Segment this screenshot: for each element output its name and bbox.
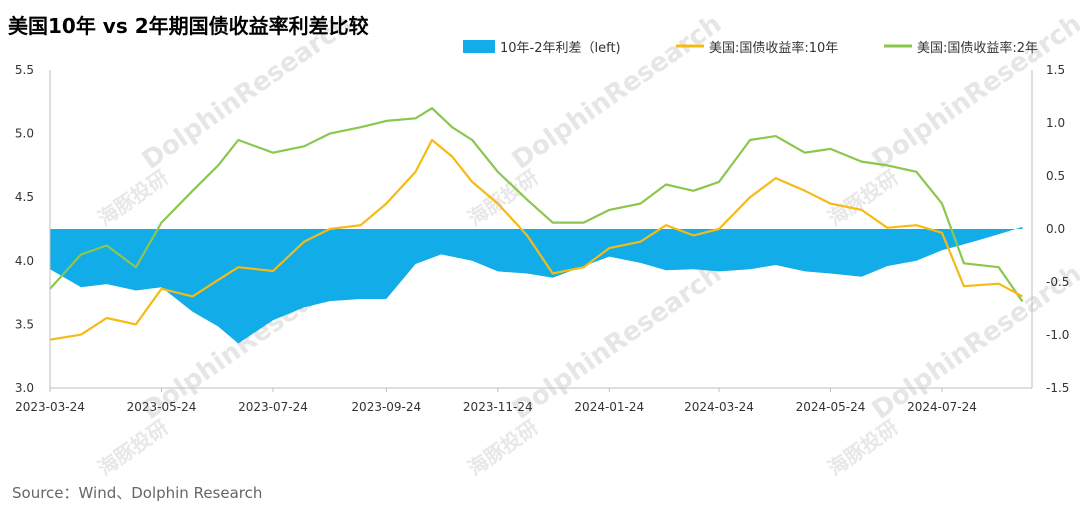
- right-tick-label: -0.5: [1046, 275, 1069, 289]
- x-tick-label: 2023-05-24: [127, 400, 197, 414]
- left-tick-label: 3.5: [15, 317, 34, 331]
- right-tick-label: 0.0: [1046, 222, 1065, 236]
- x-tick-label: 2024-05-24: [796, 400, 866, 414]
- left-tick-label: 5.5: [15, 63, 34, 77]
- right-tick-label: 0.5: [1046, 169, 1065, 183]
- x-tick-label: 2023-03-24: [15, 400, 85, 414]
- spread-area-group: [50, 226, 1023, 344]
- legend-label-10y: 美国:国债收益率:10年: [709, 40, 838, 56]
- spread-area: [50, 226, 1023, 344]
- watermark-cn: 海豚投研: [463, 165, 542, 231]
- watermark-cn: 海豚投研: [463, 415, 542, 481]
- x-tick-label: 2024-07-24: [907, 400, 977, 414]
- legend-swatch-spread: [463, 40, 495, 53]
- left-y-ticks: 3.0 3.5 4.0 4.5 5.0 5.5: [15, 63, 34, 395]
- watermark-cn: 海豚投研: [93, 415, 172, 481]
- x-tick-label: 2024-01-24: [574, 400, 644, 414]
- watermark-cn: 海豚投研: [823, 415, 902, 481]
- watermark-cn: 海豚投研: [93, 165, 172, 231]
- right-tick-label: -1.5: [1046, 381, 1069, 395]
- right-tick-label: -1.0: [1046, 328, 1069, 342]
- source-note: Source：Wind、Dolphin Research: [12, 484, 262, 502]
- left-tick-label: 5.0: [15, 127, 34, 141]
- chart-title: 美国10年 vs 2年期国债收益率利差比较: [8, 14, 369, 38]
- left-tick-label: 4.5: [15, 190, 34, 204]
- x-tick-label: 2023-09-24: [351, 400, 421, 414]
- yield-10y-line: [49, 138, 1023, 341]
- left-tick-label: 3.0: [15, 381, 34, 395]
- right-tick-label: 1.5: [1046, 63, 1065, 77]
- x-tick-label: 2023-07-24: [238, 400, 308, 414]
- left-tick-label: 4.0: [15, 254, 34, 268]
- legend-label-2y: 美国:国债收益率:2年: [917, 40, 1038, 56]
- watermark-en: DolphinResearch: [867, 9, 1080, 176]
- series-lines-group: [49, 107, 1024, 341]
- legend-label-spread: 10年-2年利差（left): [500, 41, 621, 56]
- x-tick-label: 2023-11-24: [463, 400, 533, 414]
- x-ticks: 2023-03-24 2023-05-24 2023-07-24 2023-09-24…: [15, 388, 977, 414]
- legend: 10年-2年利差（left) 美国:国债收益率:10年 美国:国债收益率:2年: [463, 40, 1038, 56]
- right-y-ticks: -1.5 -1.0 -0.5 0.0 0.5 1.0 1.5: [1046, 63, 1069, 395]
- yield-2y-line: [49, 107, 1024, 303]
- watermark-cn: 海豚投研: [823, 165, 902, 231]
- right-tick-label: 1.0: [1046, 116, 1065, 130]
- watermark-en: DolphinResearch: [507, 9, 727, 176]
- x-tick-label: 2024-03-24: [684, 400, 754, 414]
